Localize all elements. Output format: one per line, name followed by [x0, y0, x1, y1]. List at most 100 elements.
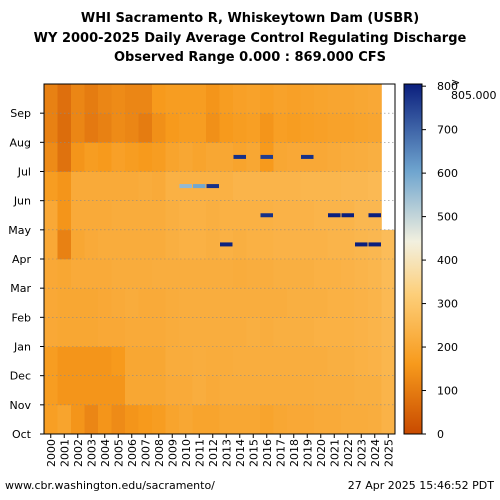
heatmap-cell [314, 317, 328, 347]
heatmap-cell [287, 259, 301, 289]
heatmap-cell [260, 113, 274, 143]
heatmap-cell [300, 229, 315, 260]
heatmap-cell [165, 171, 180, 201]
heatmap-cell [368, 317, 382, 347]
heatmap-cell [354, 346, 369, 376]
high-flow-mark [220, 242, 233, 247]
chart-title-line-1: WHI Sacramento R, Whiskeytown Dam (USBR) [80, 11, 420, 26]
heatmap-cell [341, 84, 355, 114]
heatmap-cell [341, 259, 355, 289]
heatmap-cell [341, 171, 355, 201]
heatmap-cell [381, 317, 396, 347]
x-tick-label: 2019 [301, 439, 314, 467]
heatmap-cell [246, 171, 261, 201]
heatmap-cell [152, 113, 166, 143]
heatmap-cell [327, 171, 342, 201]
heatmap-cell [219, 288, 234, 318]
heatmap-cell [368, 84, 382, 114]
heatmap-cell [179, 142, 193, 172]
x-tick-label: 2022 [342, 439, 355, 467]
colorbar-tick-label: 800 [437, 80, 458, 93]
heatmap-cell [233, 288, 247, 318]
heatmap-cell [219, 404, 234, 435]
heatmap-cell [84, 317, 99, 347]
heatmap-cell [165, 404, 180, 435]
heatmap-cell [179, 259, 193, 289]
heatmap-cell [57, 229, 72, 260]
heatmap-cell [71, 113, 85, 143]
high-flow-mark [368, 242, 381, 247]
heatmap-cell [98, 404, 112, 435]
heatmap-cell [314, 113, 328, 143]
heatmap-cell [111, 113, 126, 143]
heatmap-cell [341, 113, 355, 143]
heatmap-cell [138, 84, 153, 114]
y-tick-label: Jan [13, 341, 31, 354]
heatmap-cell [327, 142, 342, 172]
heatmap-cell [138, 317, 153, 347]
heatmap-cell [368, 404, 382, 435]
heatmap-cell [138, 113, 153, 143]
heatmap-cell [354, 375, 369, 406]
heatmap-cell [125, 84, 139, 114]
colorbar-tick-label: 100 [437, 385, 458, 398]
heatmap-cell [368, 259, 382, 289]
heatmap-cell [300, 200, 315, 231]
heatmap-cell [179, 200, 193, 231]
heatmap-cell [300, 346, 315, 376]
heatmap-cell [192, 317, 207, 347]
heatmap-cell [273, 142, 288, 172]
high-flow-mark [206, 184, 219, 189]
heatmap-cell [111, 200, 126, 231]
heatmap-cell [57, 317, 72, 347]
heatmap-cell [206, 346, 220, 376]
heatmap-cell [273, 375, 288, 406]
heatmap-cell [125, 229, 139, 260]
heatmap-cell [260, 375, 274, 406]
heatmap-cell [368, 288, 382, 318]
heatmap-cell [341, 375, 355, 406]
heatmap-cell [111, 404, 126, 435]
heatmap-cell [192, 375, 207, 406]
heatmap-cell [57, 288, 72, 318]
heatmap-cell [152, 404, 166, 435]
heatmap-cell [44, 317, 58, 347]
heatmap-cell [327, 288, 342, 318]
heatmap-cell [314, 375, 328, 406]
heatmap-cell [341, 288, 355, 318]
heatmap-cell [314, 229, 328, 260]
heatmap-cell [57, 346, 72, 376]
colorbar-tick-label: 300 [437, 298, 458, 311]
heatmap-cell [71, 171, 85, 201]
x-tick-label: 2018 [288, 439, 301, 467]
heatmap-cell [71, 375, 85, 406]
y-tick-label: Aug [10, 136, 31, 149]
heatmap-cell [246, 229, 261, 260]
heatmap-cell [233, 200, 247, 231]
heatmap-cell [300, 113, 315, 143]
heatmap-cell [57, 142, 72, 172]
heatmap-cell [287, 113, 301, 143]
heatmap-cell [327, 259, 342, 289]
heatmap-cell [219, 200, 234, 231]
heatmap-cell [44, 288, 58, 318]
heatmap-cell [111, 259, 126, 289]
heatmap-cell [341, 142, 355, 172]
heatmap-cell [152, 317, 166, 347]
heatmap-cell [125, 288, 139, 318]
heatmap-cell [152, 142, 166, 172]
heatmap-cell [192, 259, 207, 289]
heatmap-cell [44, 142, 58, 172]
heatmap-cell [44, 171, 58, 201]
heatmap-cell [138, 200, 153, 231]
heatmap-cell [44, 84, 58, 114]
heatmap-cell [44, 200, 58, 231]
y-tick-label: Apr [12, 253, 32, 266]
heatmap-cell [192, 404, 207, 435]
heatmap-cell [192, 142, 207, 172]
heatmap-cell [314, 171, 328, 201]
x-tick-label: 2000 [45, 439, 58, 467]
heatmap-cell [300, 288, 315, 318]
heatmap-cell [125, 346, 139, 376]
